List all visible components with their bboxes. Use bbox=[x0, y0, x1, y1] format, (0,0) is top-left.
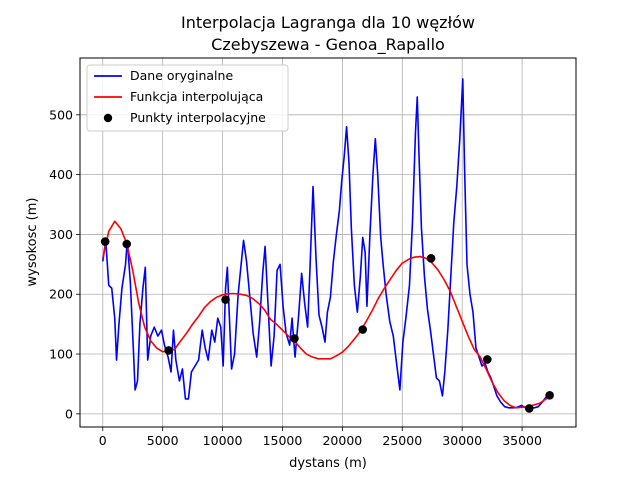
interpolation-node bbox=[358, 325, 368, 334]
x-tick-label: 15000 bbox=[263, 433, 303, 448]
legend-box bbox=[86, 64, 289, 132]
interpolation-node bbox=[426, 254, 436, 263]
y-axis-label: wysokosc (m) bbox=[25, 198, 40, 287]
y-tick-label: 200 bbox=[49, 287, 73, 302]
chart-title-line-1: Interpolacja Lagranga dla 10 węzłów bbox=[181, 13, 475, 32]
x-tick-label: 5000 bbox=[147, 433, 179, 448]
interpolation-node bbox=[290, 334, 299, 343]
y-tick-label: 400 bbox=[49, 167, 73, 182]
interpolation-node bbox=[221, 295, 230, 304]
ticks: 0 5000 10000 15000 20000 25000 30000 35000 0 100 2… bbox=[49, 107, 542, 448]
y-tick-label: 500 bbox=[49, 107, 73, 122]
x-tick-label: 0 bbox=[99, 433, 107, 448]
grid bbox=[80, 58, 576, 427]
legend-label-original: Dane oryginalne bbox=[130, 68, 233, 83]
legend-label-interpolation: Funkcja interpolująca bbox=[130, 89, 263, 104]
interpolation-node bbox=[164, 346, 173, 355]
legend: Dane oryginalne Funkcja interpolująca Pu… bbox=[86, 64, 289, 132]
interpolation-node bbox=[524, 404, 534, 413]
axes-frame bbox=[79, 57, 577, 428]
interpolation-node bbox=[483, 355, 492, 364]
x-tick-label: 10000 bbox=[203, 433, 243, 448]
y-tick-label: 300 bbox=[49, 227, 73, 242]
x-tick-label: 30000 bbox=[442, 433, 482, 448]
series-line-original bbox=[101, 78, 551, 409]
series-line-interpolation bbox=[101, 220, 550, 409]
y-tick-label: 0 bbox=[65, 406, 73, 421]
node-layer bbox=[100, 237, 554, 413]
y-tick-label: 100 bbox=[49, 347, 73, 362]
interpolation-node bbox=[545, 391, 554, 400]
x-tick-label: 35000 bbox=[502, 433, 542, 448]
interpolation-node bbox=[100, 237, 110, 246]
series-layer bbox=[101, 78, 551, 409]
legend-swatch-nodes bbox=[103, 113, 113, 123]
x-tick-label: 25000 bbox=[382, 433, 422, 448]
legend-label-nodes: Punkty interpolacyjne bbox=[130, 110, 266, 125]
x-axis-label: dystans (m) bbox=[289, 456, 367, 471]
interpolation-node bbox=[122, 239, 132, 249]
x-tick-label: 20000 bbox=[322, 433, 362, 448]
chart-title-line-2: Czebyszewa - Genoa_Rapallo bbox=[211, 35, 445, 55]
